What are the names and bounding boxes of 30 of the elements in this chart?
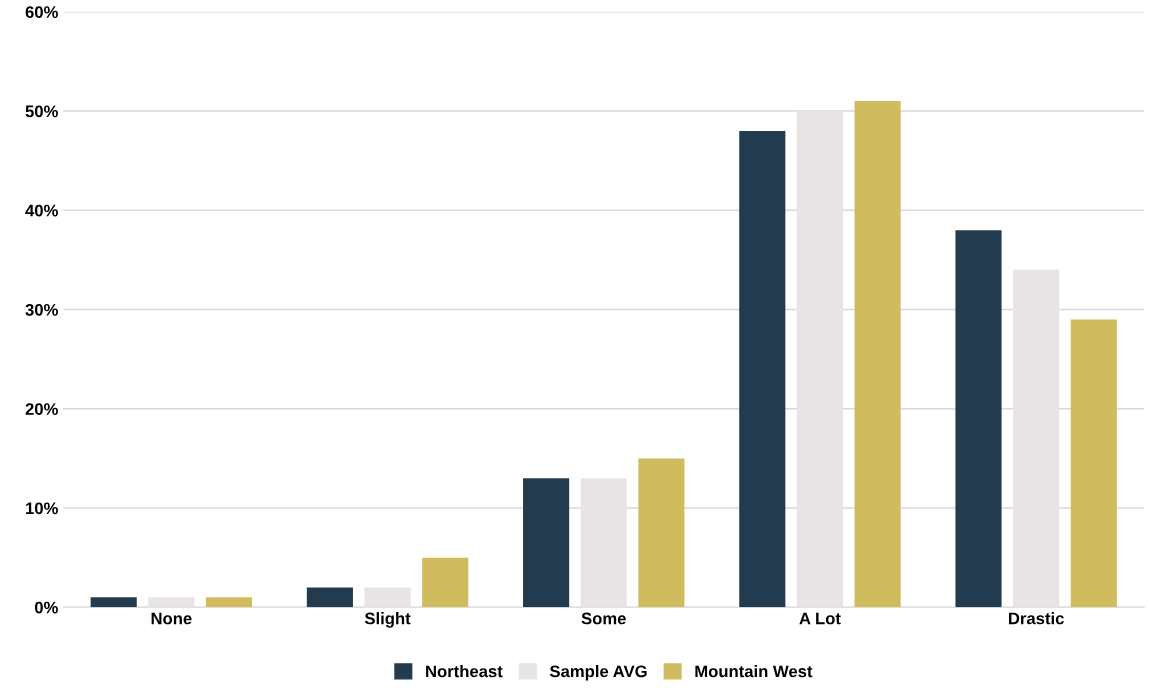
x-tick-label: A Lot [799, 612, 841, 625]
bar [422, 557, 469, 608]
legend-label: Mountain West [695, 665, 813, 678]
y-tick-label: 40% [25, 204, 58, 217]
bar [523, 478, 570, 608]
x-tick-label: None [151, 612, 192, 625]
legend-label: Northeast [426, 665, 503, 678]
bar [1070, 319, 1117, 608]
bar [796, 111, 844, 608]
x-tick-label: Drastic [1009, 612, 1064, 625]
y-tick-label: 10% [26, 502, 58, 515]
bar [854, 101, 901, 608]
bar [955, 230, 1002, 608]
bar [205, 597, 253, 608]
x-tick-label: Some [581, 612, 626, 625]
bar [1013, 269, 1060, 608]
y-tick-label: 30% [25, 303, 58, 316]
legend-label: Sample AVG [549, 665, 647, 681]
bar [90, 597, 137, 608]
bar [739, 130, 786, 608]
x-tick-label: Slight [364, 612, 411, 628]
bar [638, 458, 685, 608]
y-tick-label: 20% [25, 403, 58, 415]
bar [364, 587, 411, 608]
bar [148, 597, 195, 608]
y-tick-label: 50% [25, 105, 58, 118]
y-tick-label: 60% [25, 6, 58, 18]
bar [306, 587, 353, 608]
y-tick-label: 0% [34, 601, 58, 614]
bar [580, 478, 627, 608]
